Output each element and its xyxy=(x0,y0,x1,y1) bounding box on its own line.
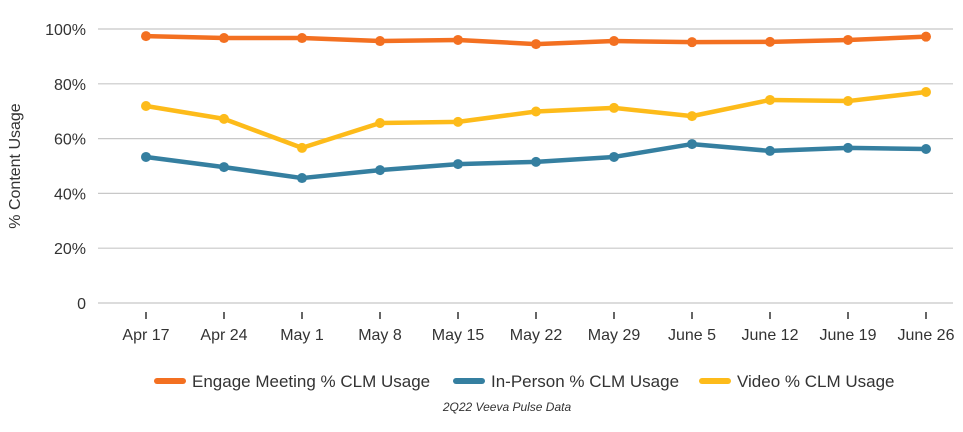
data-point xyxy=(921,87,931,98)
legend-label: Video % CLM Usage xyxy=(737,372,895,391)
x-tick-label: June 19 xyxy=(820,327,877,344)
x-tick-label: Apr 17 xyxy=(122,327,169,344)
x-tick-label: June 5 xyxy=(668,327,716,344)
x-tick-label: Apr 24 xyxy=(200,327,247,344)
y-axis-ticks: 0 20% 40% 60% 80% 100% xyxy=(45,22,86,313)
series-2 xyxy=(141,87,931,153)
y-tick-label: 20% xyxy=(54,241,86,258)
y-tick-label: 40% xyxy=(54,186,86,203)
data-point xyxy=(219,33,229,44)
data-point xyxy=(375,165,385,176)
data-point xyxy=(687,139,697,150)
data-point xyxy=(531,39,541,50)
legend: Engage Meeting % CLM Usage In-Person % CL… xyxy=(154,372,895,391)
chart-caption: 2Q22 Veeva Pulse Data xyxy=(442,400,572,414)
gridlines xyxy=(98,28,953,304)
data-point xyxy=(141,151,151,162)
x-tick-label: May 1 xyxy=(280,327,324,344)
data-point xyxy=(453,116,463,127)
series-line xyxy=(143,89,929,151)
data-point xyxy=(843,142,853,153)
x-tick-label: June 12 xyxy=(742,327,799,344)
data-point xyxy=(297,173,307,184)
series-1 xyxy=(141,139,931,184)
data-point xyxy=(297,33,307,44)
data-point xyxy=(531,156,541,167)
data-point xyxy=(453,159,463,170)
x-tick-label: May 22 xyxy=(510,327,563,344)
x-tick-label: June 26 xyxy=(898,327,955,344)
data-point xyxy=(921,31,931,42)
y-tick-label: 0 xyxy=(77,296,86,313)
data-point xyxy=(141,100,151,111)
x-tick-label: May 8 xyxy=(358,327,402,344)
y-tick-label: 80% xyxy=(54,77,86,94)
x-axis-ticks: Apr 17 Apr 24 May 1 May 8 May 15 May 22 May 29… xyxy=(122,312,955,344)
data-point xyxy=(765,145,775,156)
data-point xyxy=(219,162,229,173)
legend-label: In-Person % CLM Usage xyxy=(491,372,679,391)
data-point xyxy=(843,34,853,45)
data-point xyxy=(609,151,619,162)
data-point xyxy=(687,111,697,122)
data-point xyxy=(531,106,541,117)
data-point xyxy=(765,94,775,105)
data-point xyxy=(765,36,775,47)
data-point xyxy=(297,142,307,153)
data-point xyxy=(219,113,229,124)
data-point xyxy=(609,36,619,47)
data-point xyxy=(921,144,931,155)
legend-item: Engage Meeting % CLM Usage xyxy=(154,372,430,391)
series-0 xyxy=(141,31,931,50)
y-tick-label: 100% xyxy=(45,22,86,39)
y-tick-label: 60% xyxy=(54,132,86,149)
legend-label: Engage Meeting % CLM Usage xyxy=(192,372,430,391)
data-point xyxy=(375,36,385,47)
x-tick-label: May 15 xyxy=(432,327,485,344)
data-point xyxy=(687,37,697,48)
legend-item: Video % CLM Usage xyxy=(699,372,895,391)
x-tick-label: May 29 xyxy=(588,327,641,344)
series-lines xyxy=(141,31,931,184)
data-point xyxy=(453,34,463,45)
data-point xyxy=(141,31,151,42)
data-point xyxy=(609,102,619,113)
y-axis-title: % Content Usage xyxy=(7,103,24,229)
data-point xyxy=(843,96,853,107)
legend-item: In-Person % CLM Usage xyxy=(453,372,679,391)
data-point xyxy=(375,117,385,128)
